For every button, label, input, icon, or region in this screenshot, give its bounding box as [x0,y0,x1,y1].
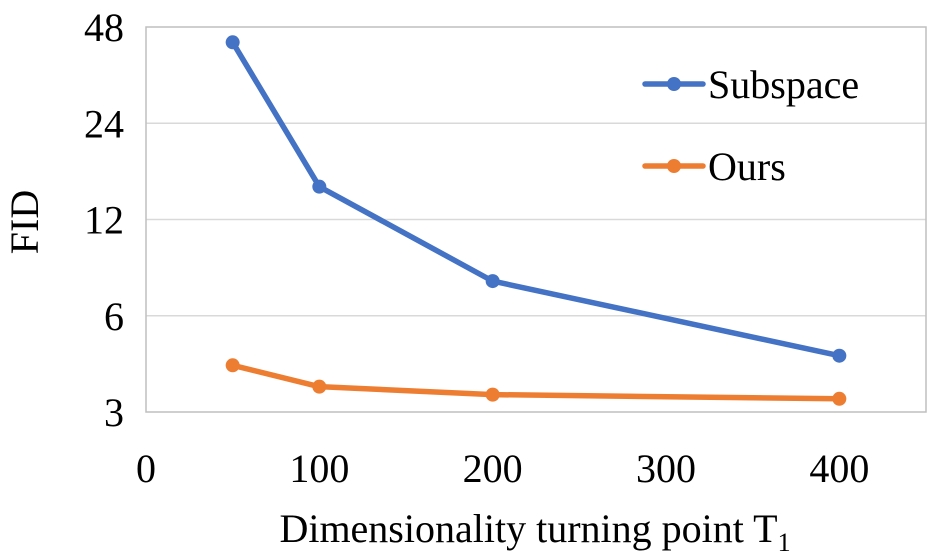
x-tick-label: 0 [136,446,156,491]
data-point-ours [485,387,500,402]
data-point-subspace [225,35,240,50]
x-axis-ticks: 0 100 200 300 400 [136,446,869,491]
data-point-ours [225,358,240,373]
gridlines [146,122,926,317]
x-axis-title-subscript: 1 [778,528,791,557]
x-axis-title: Dimensionality turning point T1 [279,506,790,557]
x-tick-label: 300 [636,446,696,491]
y-axis-title: FID [2,190,47,254]
y-tick-label: 12 [84,198,124,243]
legend-label-ours: Ours [708,144,786,189]
plot-area-border [145,26,927,413]
legend-label-subspace: Subspace [708,62,859,107]
y-tick-label: 3 [104,390,124,435]
series-line-subspace [229,39,843,359]
y-tick-label: 48 [84,5,124,50]
x-axis-title-main: Dimensionality turning point T [279,506,777,551]
legend: Subspace Ours [642,62,859,189]
legend-marker-ours [667,159,681,173]
data-point-subspace [312,179,327,194]
x-tick-label: 400 [809,446,869,491]
y-axis-ticks: 3 6 12 24 48 [84,5,124,435]
y-tick-label: 24 [84,101,124,146]
data-point-subspace [485,274,500,289]
x-tick-label: 100 [289,446,349,491]
data-point-subspace [832,348,847,363]
series-line-ours [229,362,843,402]
data-point-ours [832,391,847,406]
data-point-ours [312,379,327,394]
y-tick-label: 6 [104,294,124,339]
series-layer [225,35,847,406]
x-tick-label: 200 [463,446,523,491]
legend-marker-subspace [667,77,681,91]
